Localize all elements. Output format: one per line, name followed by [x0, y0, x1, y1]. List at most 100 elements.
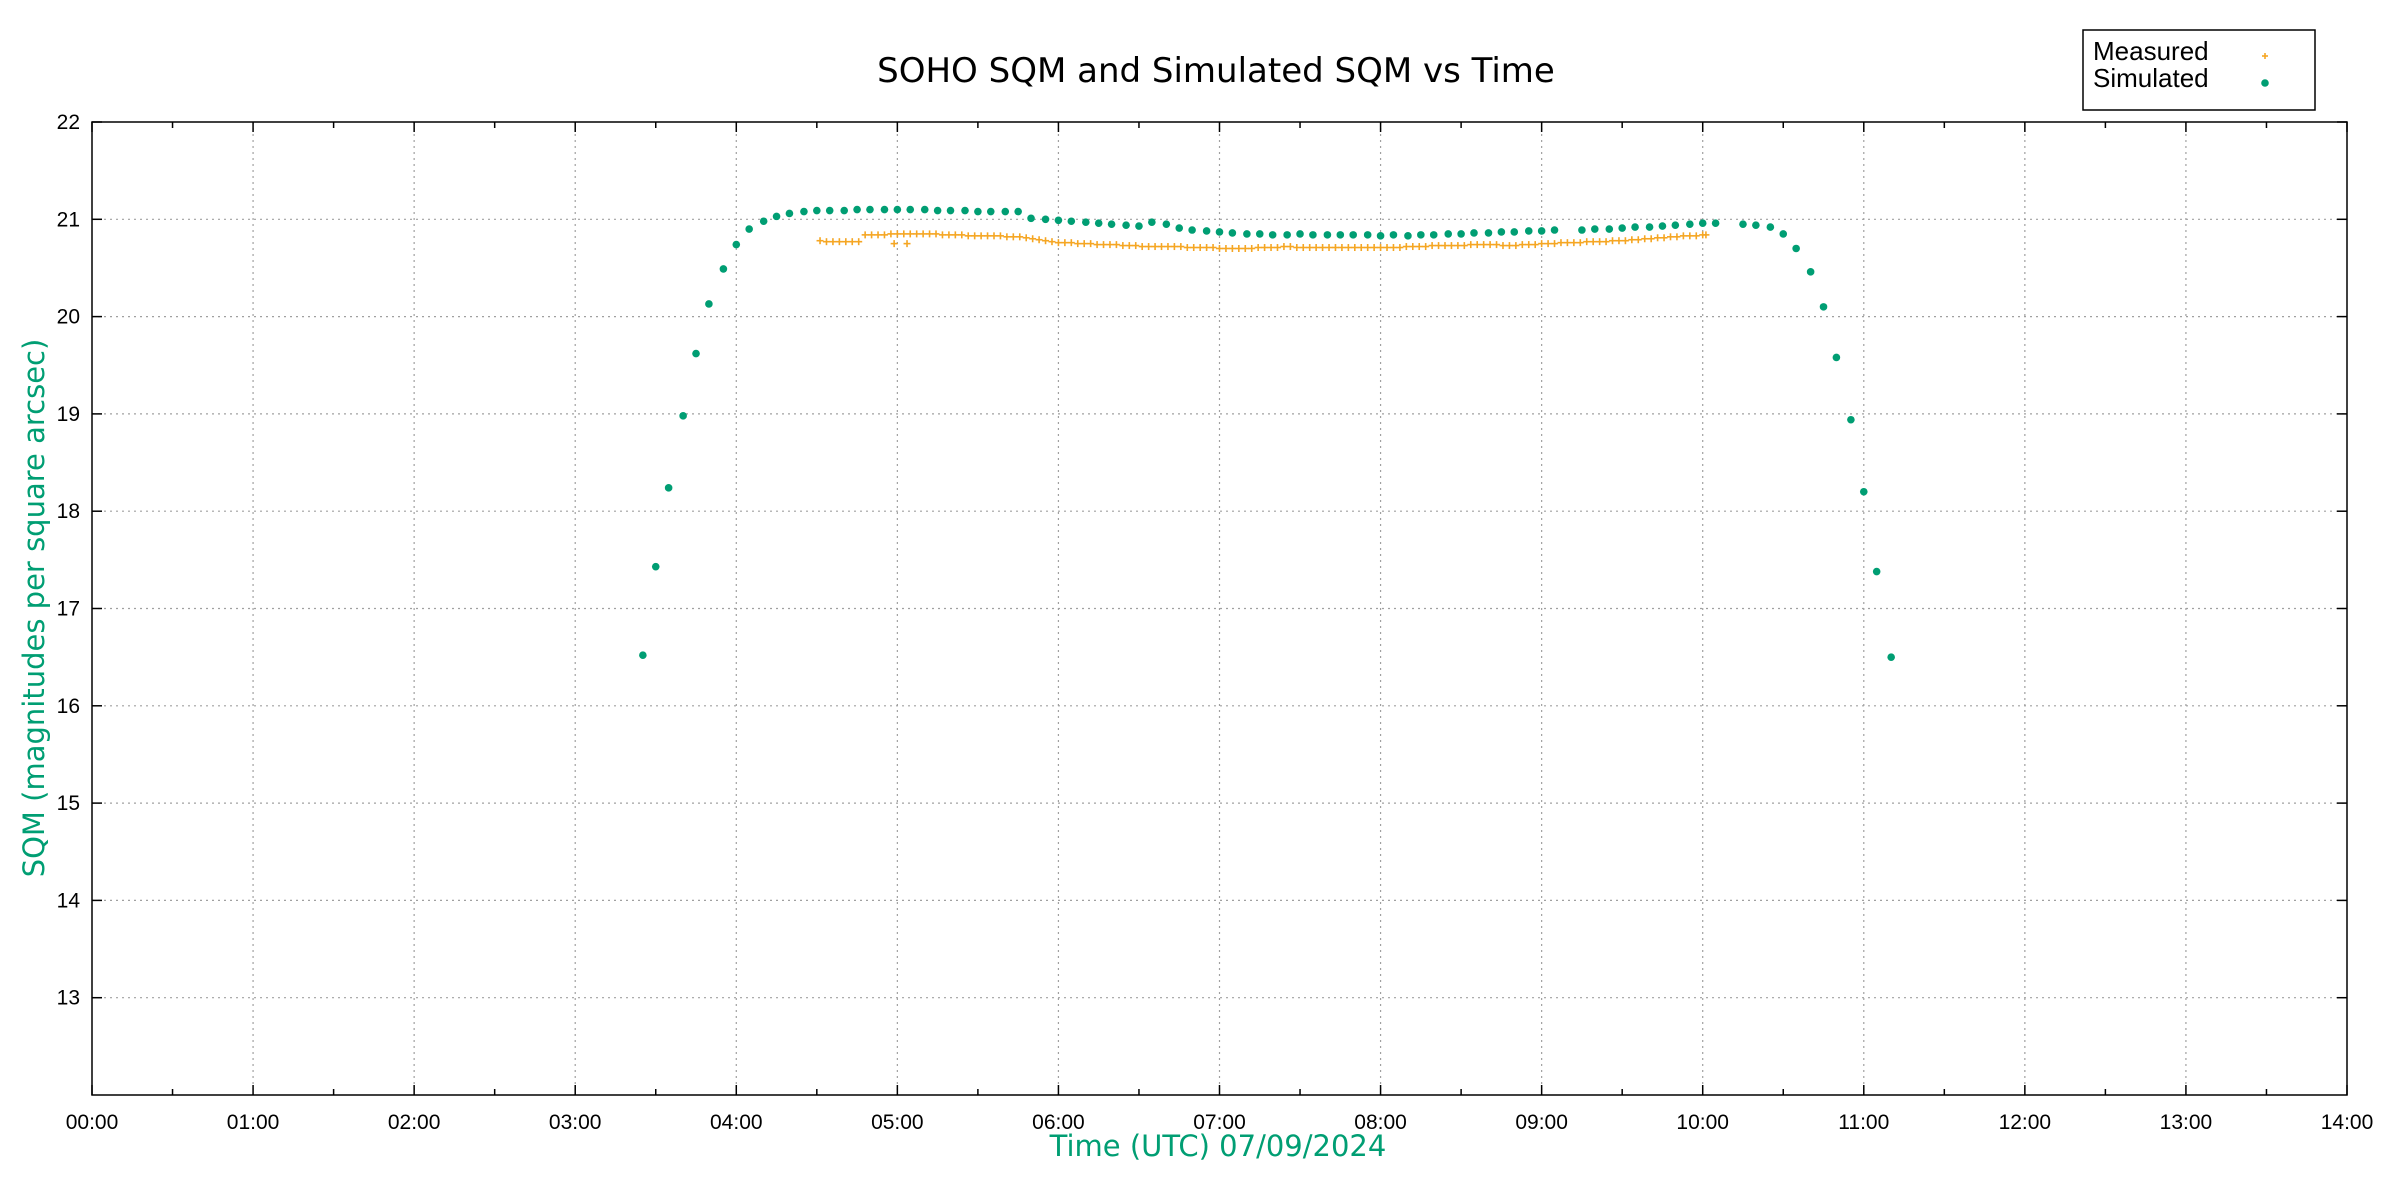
measured-point	[958, 231, 966, 239]
measured-point	[1203, 244, 1211, 252]
measured-point	[1454, 242, 1462, 250]
measured-point	[1557, 239, 1565, 247]
y-axis-label: SQM (magnitudes per square arcsec)	[17, 339, 51, 878]
measured-point	[996, 232, 1004, 240]
measured-point	[1505, 242, 1513, 250]
y-tick-label: 21	[57, 208, 80, 231]
x-tick-label: 01:00	[227, 1111, 280, 1134]
simulated-point	[961, 206, 969, 215]
y-tick-label: 16	[57, 695, 80, 718]
y-tick-label: 18	[57, 500, 80, 523]
measured-point	[1667, 233, 1674, 241]
simulated-point	[1082, 218, 1090, 227]
simulated-point	[1537, 227, 1546, 235]
measured-point	[1692, 232, 1700, 240]
measured-point	[1428, 242, 1436, 250]
x-tick-label: 00:00	[66, 1111, 119, 1134]
x-tick-label: 03:00	[549, 1111, 602, 1134]
simulated-point	[1188, 226, 1196, 234]
measured-point	[1125, 242, 1133, 250]
measured-point	[1299, 244, 1307, 252]
simulated-point	[1658, 222, 1667, 230]
measured-point	[848, 238, 856, 246]
measured-point	[913, 230, 921, 238]
measured-point	[945, 231, 953, 239]
simulated-point	[1243, 230, 1251, 238]
simulated-point	[639, 651, 647, 660]
measured-point	[1029, 235, 1037, 243]
simulated-point	[1550, 226, 1559, 234]
measured-point	[893, 230, 901, 238]
measured-point	[1331, 244, 1339, 252]
measured-point	[1100, 241, 1108, 249]
measured-point	[1241, 244, 1249, 252]
simulated-point	[759, 217, 768, 226]
y-tick-label: 19	[57, 403, 80, 426]
measured-point	[1306, 244, 1314, 252]
measured-point	[1119, 242, 1127, 250]
simulated-point	[1389, 231, 1398, 239]
x-tick-label: 14:00	[2321, 1111, 2374, 1134]
measured-point	[1177, 243, 1185, 251]
simulated-point	[986, 207, 995, 216]
measured-point	[1338, 244, 1346, 252]
measured-point	[1518, 241, 1526, 249]
simulated-point	[651, 562, 660, 571]
x-tick-label: 04:00	[710, 1111, 763, 1134]
simulated-point	[1215, 228, 1224, 236]
measured-point	[1273, 244, 1281, 252]
measured-point	[1422, 243, 1430, 251]
simulated-point	[705, 300, 713, 308]
measured-point	[1480, 241, 1488, 249]
measured-point	[1048, 238, 1056, 246]
measured-point	[1364, 244, 1372, 252]
measured-point	[1183, 244, 1191, 252]
simulated-point	[1524, 227, 1533, 235]
measured-point	[1486, 241, 1494, 249]
measured-point	[1003, 233, 1011, 241]
measured-point	[1576, 239, 1584, 247]
y-tick-label: 20	[57, 306, 80, 329]
legend-box	[2082, 29, 2316, 111]
simulated-point	[1255, 230, 1264, 238]
measured-point	[890, 240, 898, 248]
simulated-point	[1444, 230, 1453, 238]
measured-point	[1222, 244, 1230, 252]
x-tick-label: 05:00	[871, 1111, 924, 1134]
simulated-point	[1122, 221, 1130, 229]
measured-point	[1138, 243, 1146, 251]
measured-point	[1022, 234, 1030, 242]
measured-point	[1351, 244, 1359, 252]
y-tick-label: 17	[57, 598, 80, 621]
simulated-point	[1686, 220, 1694, 228]
measured-point	[1370, 244, 1378, 252]
measured-point	[1261, 244, 1269, 252]
measured-point	[971, 232, 979, 240]
measured-point	[1054, 239, 1062, 247]
simulated-point	[1175, 224, 1184, 232]
simulated-point	[920, 205, 929, 214]
simulated-point	[1847, 415, 1855, 424]
simulated-point	[1376, 232, 1385, 240]
simulated-point	[1618, 224, 1626, 232]
simulated-point	[1578, 226, 1586, 234]
simulated-point	[1404, 232, 1412, 240]
measured-point	[938, 231, 946, 239]
measured-point	[1280, 243, 1288, 251]
simulated-point	[974, 207, 982, 216]
simulated-point	[1202, 227, 1211, 235]
simulated-point	[745, 225, 753, 233]
simulated-point	[772, 212, 781, 221]
x-tick-label: 12:00	[1999, 1111, 2052, 1134]
measured-point	[1325, 244, 1333, 252]
simulated-point	[1711, 219, 1720, 227]
simulated-point	[1041, 215, 1050, 224]
measured-point	[1293, 244, 1301, 252]
measured-point	[1344, 244, 1352, 252]
simulated-point	[1832, 353, 1841, 362]
simulated-point	[1739, 220, 1747, 228]
simulated-point	[1135, 222, 1143, 230]
simulated-point	[880, 205, 889, 214]
measured-point	[1074, 240, 1082, 248]
simulated-point	[1819, 303, 1828, 311]
